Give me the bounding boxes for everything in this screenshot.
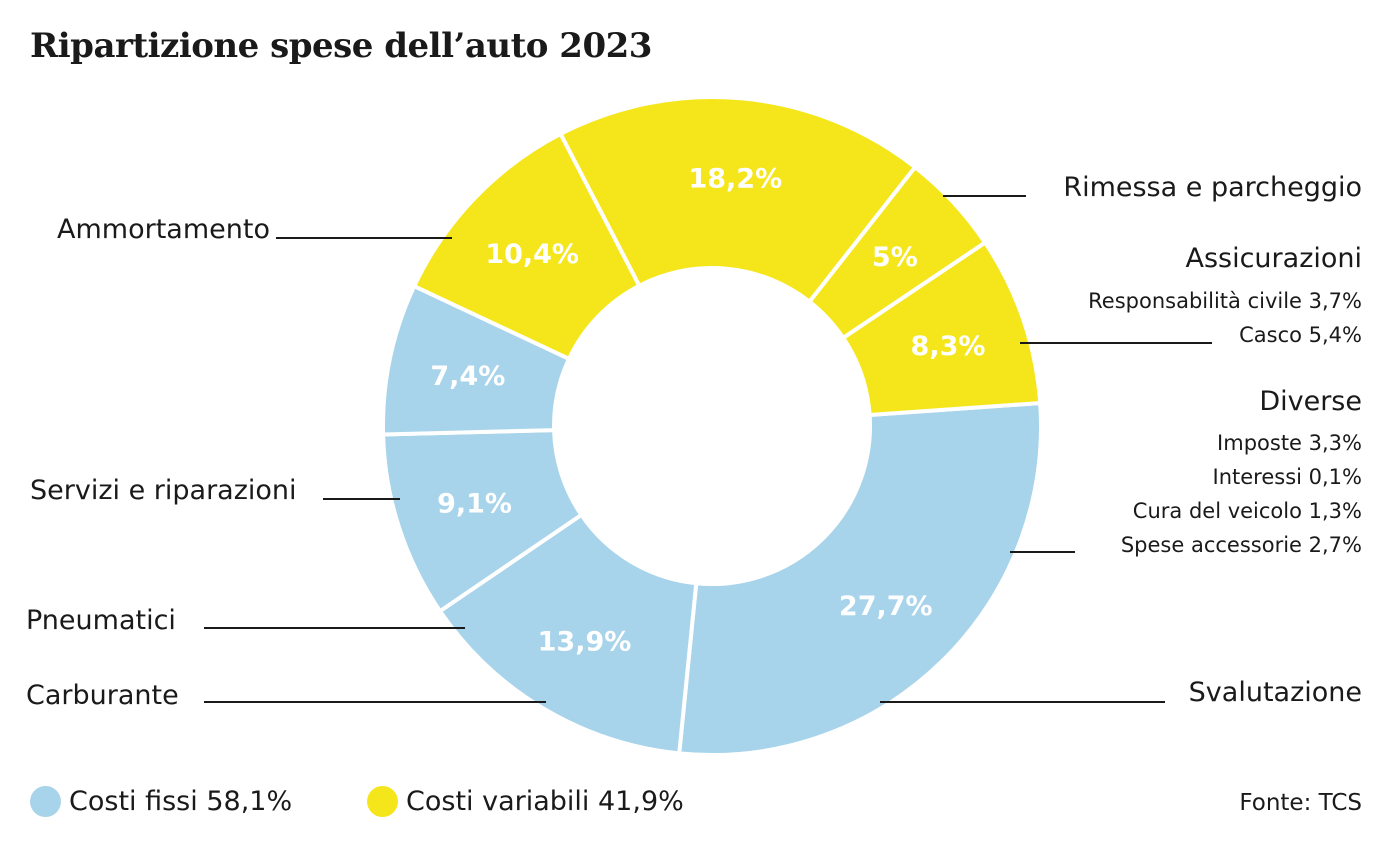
value-label-servizi-e-riparazioni: 8,3% [911, 331, 986, 362]
leader-lines [204, 195, 1212, 703]
slice-svalutazione [411, 131, 642, 362]
legend-swatch-variable [367, 786, 398, 817]
detail-label-diverse-1: Interessi 0,1% [1213, 465, 1363, 489]
legend-item-fixed-costs: Costi fissi 58,1% [30, 786, 292, 817]
legend-label-variable: Costi variabili 41,9% [406, 786, 684, 817]
detail-label-assicurazioni-0: Responsabilità civile 3,7% [1088, 289, 1362, 313]
category-label-assicurazioni: Assicurazioni [1185, 243, 1362, 274]
category-label-diverse: Diverse [1259, 386, 1362, 417]
detail-label-diverse-0: Imposte 3,3% [1217, 431, 1362, 455]
value-label-pneumatici: 5% [872, 242, 918, 273]
detail-label-diverse-2: Cura del veicolo 1,3% [1133, 499, 1362, 523]
slice-servizi-e-riparazioni [840, 239, 1043, 418]
category-label-carburante: Carburante [26, 680, 179, 711]
detail-label-diverse-3: Spese accessorie 2,7% [1121, 533, 1362, 557]
value-label-assicurazioni: 9,1% [437, 489, 512, 520]
category-label-servizi-e-riparazioni: Servizi e riparazioni [30, 475, 297, 506]
category-label-ammortamento: Ammortamento [57, 214, 270, 245]
donut-slices [381, 95, 1043, 757]
category-label-rimessa-e-parcheggio: Rimessa e parcheggio [1063, 172, 1362, 203]
slice-ammortamento [677, 400, 1043, 757]
detail-label-assicurazioni-1: Casco 5,4% [1239, 323, 1362, 347]
legend-label-fixed: Costi fissi 58,1% [69, 786, 293, 817]
value-label-ammortamento: 27,7% [839, 591, 933, 622]
value-label-rimessa-e-parcheggio: 13,9% [538, 626, 632, 657]
category-label-pneumatici: Pneumatici [26, 605, 176, 636]
slice-rimessa-e-parcheggio [437, 512, 699, 756]
category-label-svalutazione: Svalutazione [1189, 677, 1362, 708]
legend-item-variable-costs: Costi variabili 41,9% [367, 786, 684, 817]
source-note: Fonte: TCS [1239, 790, 1362, 816]
value-label-diverse: 7,4% [430, 361, 505, 392]
value-label-carburante: 18,2% [688, 164, 782, 195]
slice-labels: 27,7% Ammortamento 13,9% Rimessa e parchegg… [26, 164, 1362, 711]
slice-carburante [557, 95, 918, 305]
value-label-svalutazione: 10,4% [485, 239, 579, 270]
chart-title: Ripartizione spese dell’auto 2023 [30, 26, 652, 66]
legend-swatch-fixed [30, 786, 61, 817]
